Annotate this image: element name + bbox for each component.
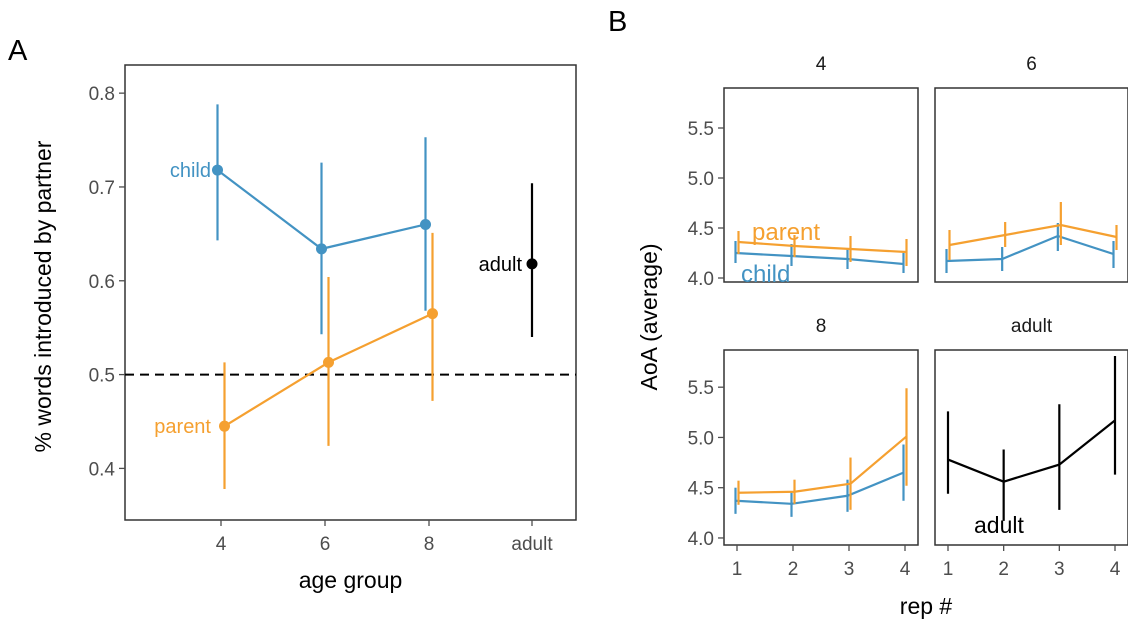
x-tick-label: 1 [943,559,954,580]
y-tick-label: 5.5 [688,378,714,399]
facet-label-child: child [741,261,790,288]
x-tick-label: 2 [998,559,1009,580]
panel-a-plot: 0.4 0.5 0.6 0.7 0.8 4 6 8 adult age group % words … [30,64,577,593]
series-label-child: child [170,160,211,182]
y-tick-label: 0.6 [89,272,115,293]
facet-title: 4 [816,54,827,75]
point-adult [526,258,538,270]
y-tick-label: 5.0 [688,428,714,449]
y-tick-label: 5.0 [688,169,714,190]
point-child [316,243,327,255]
panel-a-frame [124,64,577,521]
series-line-child [735,471,904,505]
series-label-parent: parent [154,416,211,438]
point-parent [219,420,230,432]
point-child [212,164,223,176]
facet-frame [934,349,1128,546]
point-parent [323,356,334,368]
facet-title: 6 [1026,54,1037,75]
y-tick-label: 0.7 [89,178,115,199]
series-line-parent [949,223,1117,247]
x-tick-label: 4 [1110,559,1121,580]
x-tick-label: 3 [1054,559,1065,580]
y-tick-label: 0.4 [89,459,116,480]
panel-b-plot: 4 4.0 4.5 5.0 5.5 parent child 6 8 4.0 4.5 5.0 5.5 1 2… [636,54,1128,619]
x-tick-label: 4 [900,559,911,580]
series-line-child [735,251,904,266]
series-line-adult [947,419,1116,483]
x-axis-title: age group [299,567,403,593]
y-tick-label: 4.5 [688,219,714,240]
series-line-parent [738,240,907,254]
y-axis-title: % words introduced by partner [30,140,56,452]
facet-frame [934,87,1128,283]
facet-frame [723,87,919,283]
facet-title: adult [1011,316,1053,337]
x-tick-label: 4 [216,534,227,555]
x-tick-label: 6 [320,534,331,555]
facet-label-parent: parent [752,219,820,246]
series-line-parent [738,435,908,494]
x-tick-label: 3 [844,559,855,580]
x-tick-label: 8 [424,534,435,555]
y-tick-label: 5.5 [688,119,714,140]
facet-title: 8 [816,316,827,337]
facet-label-adult: adult [974,512,1024,538]
panel-letter-b: B [608,6,627,38]
y-tick-label: 4.0 [688,269,714,290]
facet-frame [723,349,919,546]
x-tick-label: 1 [732,559,743,580]
y-tick-label: 0.5 [89,366,115,387]
series-label-adult: adult [479,254,523,276]
y-tick-label: 0.8 [89,84,115,105]
panel-letter-a: A [8,35,28,67]
x-tick-label: 2 [788,559,799,580]
x-axis-title-b: rep # [900,593,953,619]
series-line-child [946,234,1114,263]
y-tick-label: 4.0 [688,529,714,550]
y-tick-label: 4.5 [688,479,714,500]
x-tick-label: adult [511,534,553,555]
point-child [420,218,431,230]
y-axis-title-b: AoA (average) [636,243,662,390]
point-parent [427,308,438,320]
